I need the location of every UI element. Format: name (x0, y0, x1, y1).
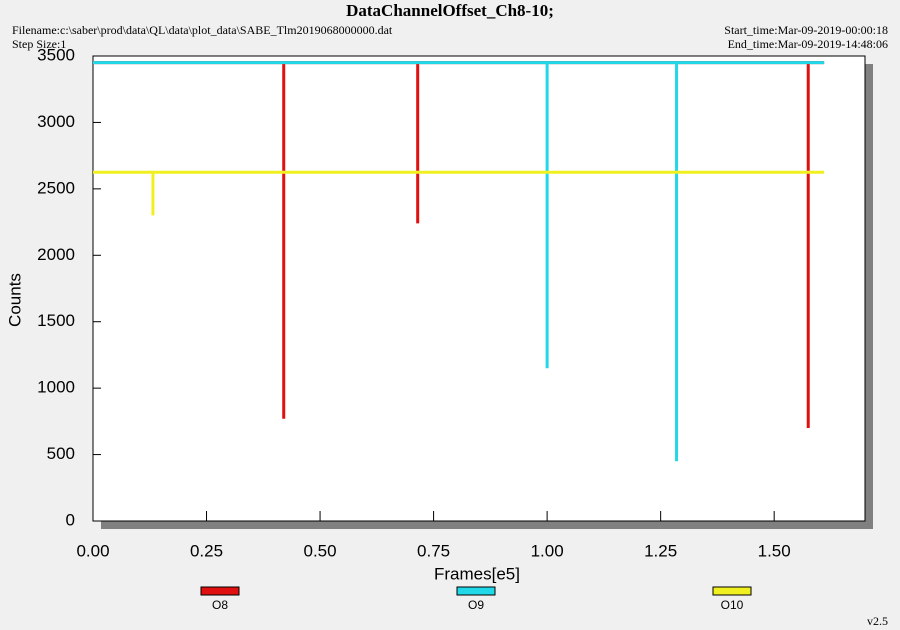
legend-swatch (712, 586, 752, 596)
y-tick-label: 0 (66, 510, 75, 529)
series-line (93, 61, 825, 428)
step-size: Step Size:1 (12, 37, 66, 51)
end-time: End_time:Mar-09-2019-14:48:06 (728, 37, 888, 51)
y-tick-label: 3500 (37, 45, 75, 64)
legend-label: O9 (468, 598, 484, 612)
x-tick-label: 1.25 (644, 541, 677, 560)
x-tick-label: 1.50 (758, 541, 791, 560)
x-tick-label: 0.75 (417, 541, 450, 560)
y-tick-label: 2000 (37, 245, 75, 264)
version: v2.5 (867, 614, 888, 628)
x-tick-label: 0.25 (190, 541, 223, 560)
y-tick-label: 1000 (37, 378, 75, 397)
filename: Filename:c:\saber\prod\data\QL\data\plot… (12, 23, 393, 37)
y-tick-label: 3000 (37, 112, 75, 131)
series-line (93, 61, 825, 462)
y-tick-label: 500 (47, 444, 75, 463)
plot-area (92, 55, 866, 522)
x-tick-label: 0.00 (76, 541, 109, 560)
legend-swatch (456, 586, 496, 596)
x-axis-label: Frames[e5] (434, 564, 520, 583)
y-tick-label: 1500 (37, 311, 75, 330)
x-tick-label: 0.50 (304, 541, 337, 560)
y-tick-label: 2500 (37, 178, 75, 197)
series-line (93, 170, 825, 216)
legend-swatch (200, 586, 240, 596)
chart-title: DataChannelOffset_Ch8-10; (346, 1, 554, 20)
x-tick-label: 1.00 (531, 541, 564, 560)
start-time: Start_time:Mar-09-2019-00:00:18 (724, 23, 888, 37)
legend-label: O10 (721, 598, 744, 612)
y-axis-label: Counts (5, 273, 24, 327)
legend-label: O8 (212, 598, 228, 612)
